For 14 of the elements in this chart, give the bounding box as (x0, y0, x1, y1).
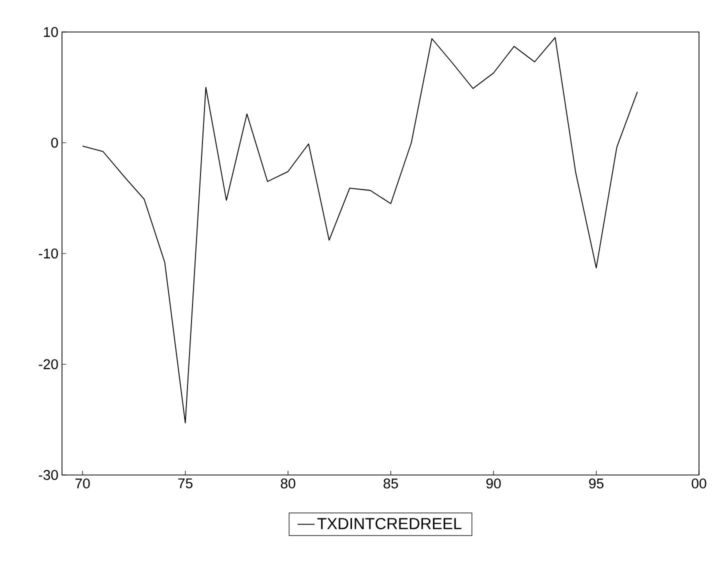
x-tick-label: 95 (589, 478, 604, 488)
x-tick-label: 70 (75, 478, 90, 488)
line-series (82, 37, 638, 424)
y-tick-label: 0 (51, 138, 58, 148)
x-tick-label: 00 (692, 478, 706, 488)
x-tick-label: 75 (178, 478, 192, 488)
x-tick-label: 80 (280, 478, 296, 488)
y-tick-label: -10 (38, 248, 58, 258)
x-tick-label: 90 (486, 478, 501, 488)
y-tick-label: 10 (44, 27, 58, 37)
x-tick-label: 85 (384, 478, 398, 488)
legend-label: TXDINTCREDREEL (317, 518, 462, 530)
y-tick-label: -20 (38, 359, 58, 370)
y-tick-label: -30 (38, 470, 58, 480)
